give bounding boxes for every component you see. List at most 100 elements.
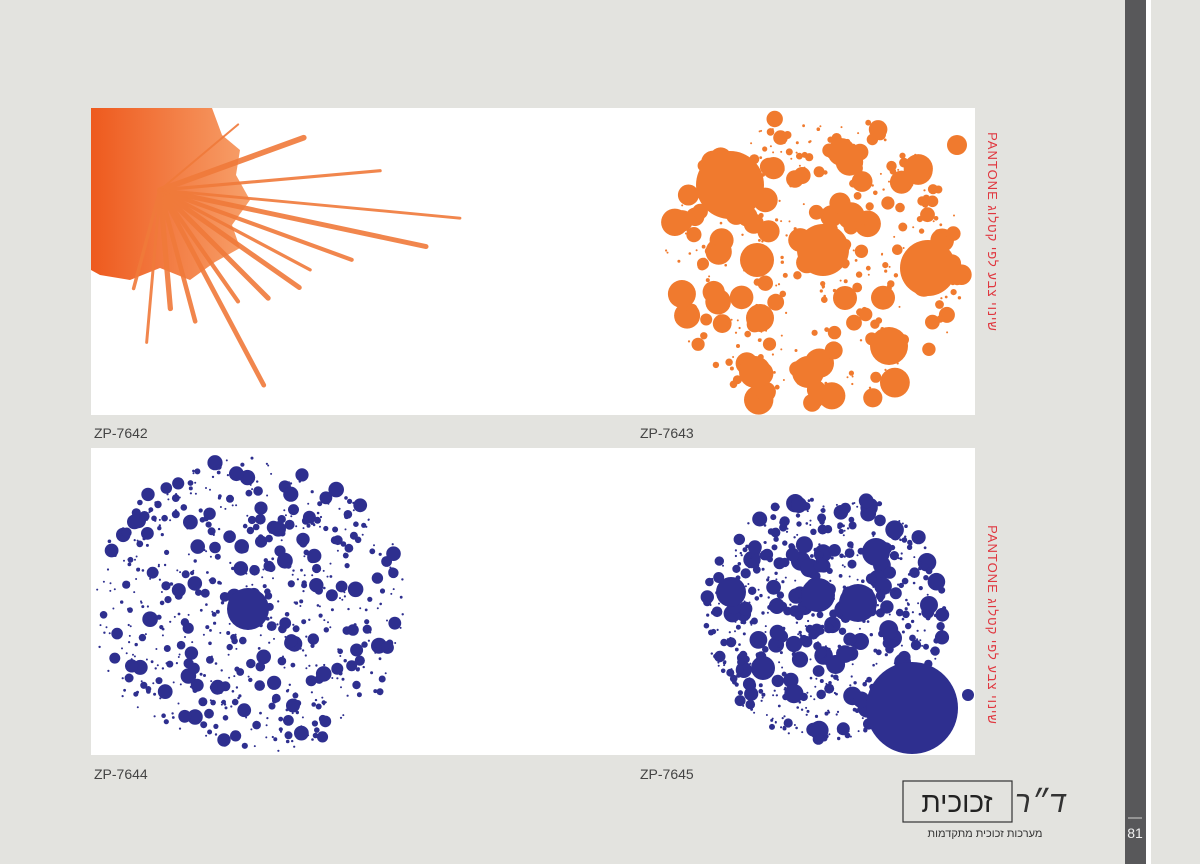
dot — [838, 528, 844, 535]
dot — [256, 480, 259, 483]
dot — [910, 619, 915, 624]
dot — [121, 647, 123, 650]
dot — [209, 541, 221, 554]
dot — [284, 731, 293, 740]
dot — [839, 502, 851, 514]
dot — [171, 712, 174, 715]
dot — [779, 290, 787, 298]
dot — [874, 514, 886, 527]
dot — [142, 537, 146, 541]
dot — [674, 311, 678, 315]
dot — [889, 551, 900, 561]
dot — [401, 613, 404, 616]
dot — [226, 631, 231, 635]
dot — [323, 619, 326, 622]
dot — [304, 654, 307, 657]
dot — [827, 709, 830, 712]
dot — [782, 540, 788, 546]
dot — [934, 630, 950, 645]
dot — [282, 557, 285, 561]
dot — [697, 260, 707, 271]
dot — [875, 590, 886, 601]
dot — [374, 647, 377, 650]
dot — [745, 544, 749, 549]
dot — [177, 612, 181, 616]
dot — [342, 714, 345, 717]
dot — [256, 649, 272, 665]
dot — [211, 612, 217, 617]
splash-ray — [157, 187, 354, 262]
dot — [374, 651, 377, 654]
dot — [307, 548, 322, 564]
splash-ray — [157, 187, 241, 304]
dot — [183, 658, 194, 669]
dot — [793, 227, 797, 231]
dot — [283, 715, 294, 726]
dot — [773, 689, 776, 692]
dot — [202, 633, 205, 636]
dot — [392, 571, 397, 576]
dot — [851, 663, 854, 666]
dot — [780, 334, 783, 337]
dot — [744, 330, 751, 338]
dot — [900, 240, 956, 296]
dot — [311, 574, 314, 577]
dot — [316, 511, 320, 515]
dot — [692, 203, 708, 220]
dot — [384, 672, 387, 675]
dot — [295, 710, 299, 715]
dot — [153, 692, 157, 696]
dot — [730, 318, 733, 321]
dot — [277, 600, 280, 603]
dot — [288, 481, 290, 484]
dot — [845, 138, 851, 145]
dot — [738, 601, 753, 616]
dot — [724, 316, 726, 319]
dot — [862, 538, 890, 566]
dot — [239, 636, 247, 645]
dot — [871, 531, 876, 536]
dot — [757, 588, 760, 591]
dot — [749, 662, 752, 665]
dot — [750, 142, 753, 145]
dot — [917, 602, 920, 605]
dot — [314, 698, 318, 702]
dot — [273, 637, 275, 640]
dot — [766, 611, 769, 614]
dot — [226, 494, 234, 503]
dot — [761, 567, 765, 571]
dot — [850, 675, 853, 678]
dot — [284, 519, 295, 530]
dot — [848, 516, 855, 523]
dot — [925, 567, 933, 575]
splash-ray — [157, 187, 302, 291]
splash-ray — [157, 187, 429, 250]
dot — [727, 299, 730, 301]
dot — [352, 509, 355, 512]
dot — [124, 673, 134, 683]
dot — [277, 656, 287, 666]
dot — [766, 578, 770, 582]
page-number: 81 — [1127, 825, 1143, 841]
dot — [379, 588, 386, 594]
dot — [248, 677, 253, 683]
dot — [907, 539, 913, 546]
dot — [278, 727, 283, 732]
dot — [353, 498, 368, 513]
dot — [866, 662, 958, 754]
dot — [869, 633, 873, 637]
dot — [823, 170, 828, 175]
dot — [160, 482, 173, 494]
dot — [823, 525, 833, 534]
dot — [919, 639, 922, 642]
dot — [884, 368, 887, 371]
dot — [135, 555, 138, 558]
dot — [274, 545, 286, 557]
dot — [305, 667, 308, 670]
dot — [711, 577, 714, 581]
dot — [378, 657, 382, 661]
dot — [186, 527, 189, 530]
dot — [837, 736, 841, 741]
